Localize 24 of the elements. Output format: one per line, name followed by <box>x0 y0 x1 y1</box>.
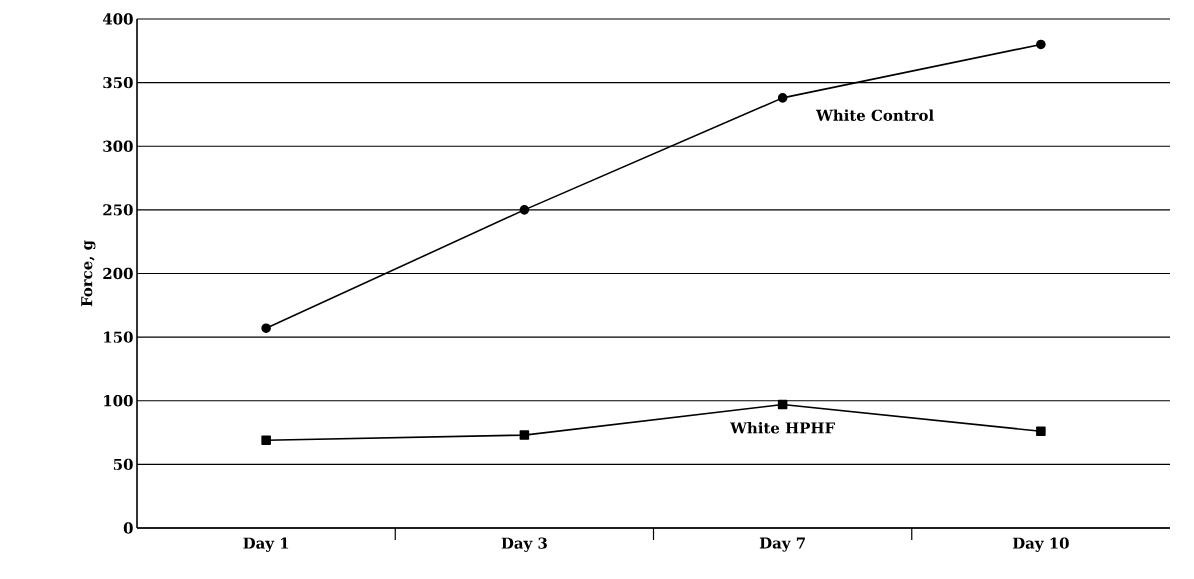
y-axis-title: Force, g <box>81 240 96 307</box>
y-tick-label: 250 <box>103 204 133 216</box>
series-label: White HPHF <box>730 422 835 434</box>
series-label: White Control <box>815 109 934 121</box>
point <box>777 399 788 410</box>
x-tick-label: Day 10 <box>1012 537 1069 552</box>
y-tick-label: 300 <box>103 140 133 152</box>
y-tick-label: 100 <box>104 395 133 407</box>
x-tick-label: Day 7 <box>759 537 805 552</box>
y-tick-label: 50 <box>113 458 133 471</box>
point <box>261 435 271 445</box>
y-tick-label: 400 <box>102 13 133 25</box>
x-tick-label: Day 1 <box>243 537 289 552</box>
y-tick-label: 150 <box>104 331 133 343</box>
y-tick-label: 200 <box>103 267 133 280</box>
point <box>777 93 788 103</box>
point <box>1036 39 1046 50</box>
point <box>519 430 530 440</box>
x-tick-label: Day 3 <box>501 537 547 552</box>
point <box>1036 426 1046 437</box>
y-tick-label: 0 <box>123 522 133 534</box>
y-tick-label: 350 <box>103 76 133 89</box>
point <box>519 205 530 215</box>
point <box>261 323 271 333</box>
